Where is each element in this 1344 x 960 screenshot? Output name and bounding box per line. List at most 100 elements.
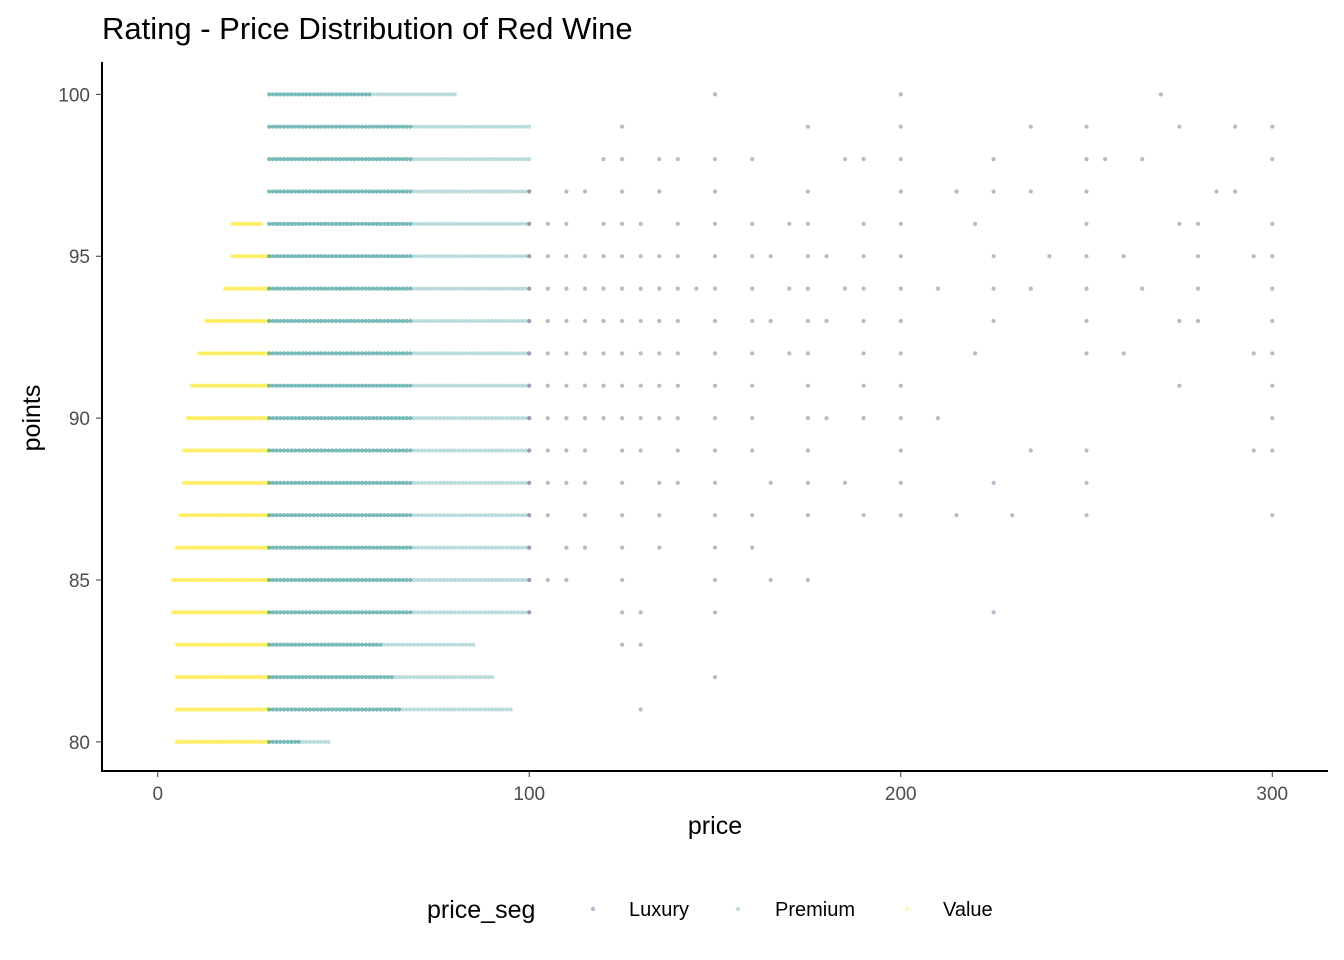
data-point-premium: [348, 480, 353, 485]
data-point-premium: [274, 707, 279, 712]
data-point-premium: [523, 351, 528, 356]
data-point-premium: [371, 383, 376, 388]
data-point-premium: [300, 383, 305, 388]
data-point-value: [246, 545, 251, 550]
data-point-value: [200, 675, 205, 680]
data-point-premium: [527, 189, 532, 194]
data-point-premium: [341, 221, 346, 226]
data-point-luxury: [638, 254, 643, 259]
data-point-premium: [378, 545, 383, 550]
data-point-premium: [523, 545, 528, 550]
data-point-premium: [334, 707, 339, 712]
data-point-premium: [378, 286, 383, 291]
data-point-premium: [478, 124, 483, 129]
data-point-premium: [289, 642, 294, 647]
data-point-premium: [493, 448, 498, 453]
data-point-luxury: [527, 545, 532, 550]
data-point-premium: [441, 254, 446, 259]
data-point-luxury: [582, 189, 588, 194]
data-point-premium: [326, 221, 331, 226]
data-point-premium: [389, 383, 394, 388]
data-point-premium: [382, 157, 387, 162]
data-point-value: [213, 318, 218, 324]
data-point-premium: [456, 416, 461, 421]
data-point-luxury: [805, 577, 811, 583]
data-point-value: [220, 675, 225, 680]
data-point-premium: [278, 318, 283, 324]
data-point-premium: [408, 157, 413, 162]
data-point-premium: [419, 642, 424, 647]
data-point-premium: [378, 124, 383, 129]
data-point-premium: [430, 610, 435, 615]
data-point-premium: [315, 675, 320, 680]
data-point-premium: [452, 92, 457, 97]
data-point-premium: [475, 157, 480, 162]
data-point-premium: [278, 157, 283, 162]
data-point-value: [215, 610, 220, 615]
data-point-premium: [374, 610, 379, 615]
data-point-premium: [371, 675, 376, 680]
data-point-value: [255, 739, 261, 745]
data-point-premium: [326, 707, 331, 712]
data-point-value: [205, 707, 210, 712]
data-point-luxury: [1195, 318, 1201, 324]
data-point-premium: [300, 286, 305, 291]
data-point-value: [177, 545, 183, 550]
data-point-premium: [434, 157, 439, 162]
data-point-premium: [360, 254, 365, 259]
data-point-premium: [300, 416, 305, 421]
data-point-premium: [486, 513, 491, 518]
data-point-premium: [464, 610, 469, 615]
data-point-premium: [516, 383, 521, 388]
data-point-value: [229, 286, 235, 291]
data-point-premium: [281, 254, 287, 259]
data-point-premium: [334, 221, 339, 226]
data-point-value: [189, 577, 194, 583]
data-point-premium: [371, 318, 376, 324]
data-point-value: [235, 221, 240, 226]
data-point-premium: [289, 610, 294, 615]
data-point-premium: [296, 545, 301, 550]
data-point-premium: [441, 707, 446, 712]
data-point-premium: [504, 577, 510, 583]
data-point-premium: [493, 351, 498, 356]
data-point-premium: [334, 448, 339, 453]
data-point-value: [200, 513, 205, 518]
data-point-premium: [449, 480, 454, 485]
data-point-luxury: [638, 383, 643, 388]
data-point-value: [226, 675, 231, 680]
data-point-value: [257, 480, 262, 485]
data-point-premium: [456, 351, 461, 356]
data-point-value: [244, 448, 249, 453]
data-point-value: [226, 416, 231, 421]
data-point-premium: [456, 577, 461, 583]
data-point-premium: [452, 545, 457, 550]
data-point-premium: [456, 286, 461, 291]
data-point-premium: [274, 675, 279, 680]
data-point-premium: [382, 448, 387, 453]
data-point-premium: [330, 416, 335, 421]
data-point-premium: [296, 642, 301, 647]
data-point-premium: [415, 124, 420, 129]
data-point-value: [176, 675, 181, 680]
data-point-luxury: [805, 318, 811, 324]
data-point-premium: [471, 610, 476, 615]
data-point-premium: [356, 642, 361, 647]
data-point-premium: [478, 383, 483, 388]
data-point-premium: [460, 383, 465, 388]
data-point-premium: [330, 221, 335, 226]
data-point-value: [242, 642, 248, 647]
data-point-premium: [334, 480, 339, 485]
data-point-premium: [363, 351, 368, 356]
data-point-premium: [430, 221, 435, 226]
data-point-value: [190, 707, 196, 712]
data-point-luxury: [842, 286, 848, 291]
data-point-value: [244, 351, 249, 356]
data-point-premium: [508, 221, 513, 226]
data-point-premium: [423, 416, 428, 421]
data-point-premium: [371, 610, 376, 615]
data-point-premium: [497, 189, 502, 194]
data-point-value: [202, 610, 207, 615]
data-point-value: [261, 286, 266, 291]
data-point-premium: [270, 513, 275, 518]
